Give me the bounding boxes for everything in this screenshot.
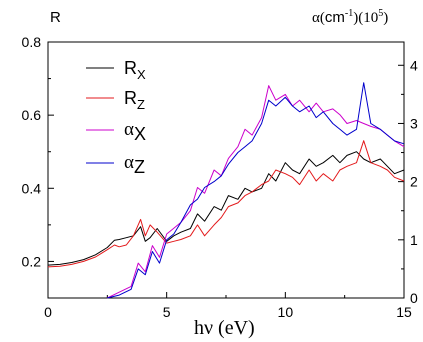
- series-lines: [47, 82, 405, 299]
- y-right-tick-label: 4: [410, 57, 418, 73]
- legend-entry-az: αZ: [86, 152, 145, 177]
- series-line-az: [107, 82, 405, 299]
- legend-label-rx: RX: [124, 58, 146, 82]
- x-tick-label: 10: [278, 304, 294, 320]
- series-line-rx: [47, 151, 405, 266]
- series-line-rz: [47, 140, 405, 268]
- tick-labels: 0 5 10 15 0.2 0.4 0.6 0.8 0 1 2 3 4: [22, 34, 418, 320]
- ticks: [47, 41, 405, 299]
- y-right-axis-label: α(cm-1)(105): [312, 8, 388, 26]
- legend-entry-rz: RZ: [86, 88, 145, 112]
- legend: RX RZ αX αZ: [86, 58, 146, 177]
- plot-frame: [47, 41, 405, 299]
- legend-label-az: αZ: [124, 152, 145, 177]
- legend-label-ax: αX: [124, 119, 146, 144]
- x-axis-label: hν (eV): [194, 317, 255, 339]
- y-left-tick-label: 0.8: [22, 34, 42, 50]
- series-line-ax: [107, 85, 405, 299]
- legend-entry-ax: αX: [86, 119, 146, 144]
- y-left-tick-label: 0.2: [22, 253, 42, 269]
- x-tick-label: 5: [163, 304, 171, 320]
- y-right-tick-label: 1: [410, 232, 418, 248]
- y-left-axis-label: R: [50, 9, 61, 26]
- legend-entry-rx: RX: [86, 58, 146, 82]
- y-right-tick-label: 3: [410, 115, 418, 131]
- x-tick-label: 15: [396, 304, 412, 320]
- y-left-tick-label: 0.4: [22, 180, 42, 196]
- y-right-tick-label: 2: [410, 174, 418, 190]
- y-right-tick-label: 0: [410, 290, 418, 306]
- x-tick-label: 0: [44, 304, 52, 320]
- legend-label-rz: RZ: [124, 88, 145, 112]
- y-left-tick-label: 0.6: [22, 107, 42, 123]
